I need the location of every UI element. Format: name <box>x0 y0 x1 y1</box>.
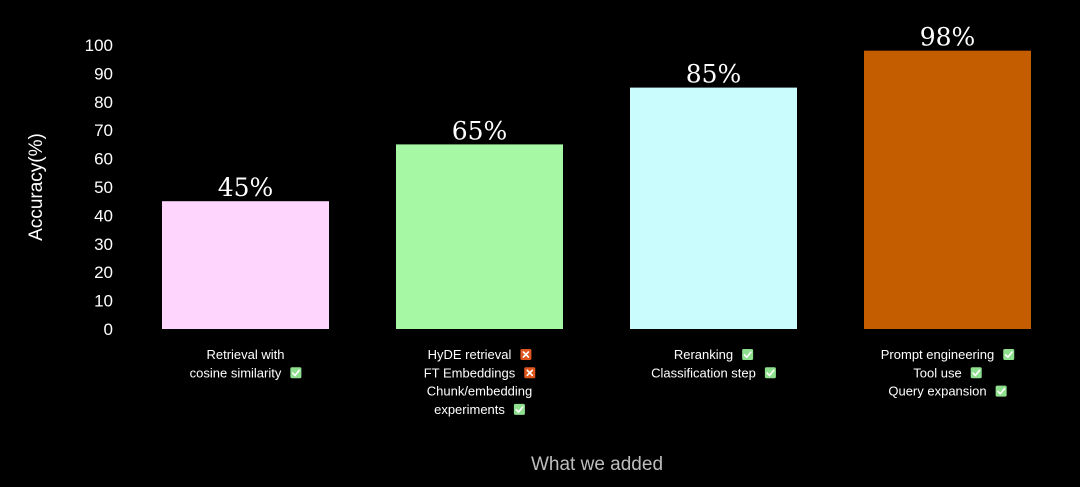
bar <box>630 87 797 329</box>
category-label-line: cosine similarity <box>190 365 282 380</box>
category-label-line: Retrieval with <box>206 347 284 362</box>
bar-value-label: 65% <box>452 116 508 145</box>
category-label-line: Prompt engineering <box>881 347 994 362</box>
category-label-line: Classification step <box>651 365 756 380</box>
y-axis-title: Accuracy(%) <box>26 133 47 241</box>
y-tick-label: 50 <box>94 178 113 197</box>
check-icon <box>742 349 754 360</box>
bar <box>396 144 563 329</box>
y-axis-ticks: 0 10 20 30 40 50 60 70 80 90 100 <box>85 36 113 339</box>
check-icon <box>1003 349 1015 360</box>
y-tick-label: 40 <box>94 206 113 225</box>
bar-data-labels: 45% 65% 85% 98% <box>218 23 976 203</box>
check-icon <box>764 367 776 379</box>
check-icon <box>970 367 982 379</box>
y-tick-label: 80 <box>94 93 113 112</box>
y-tick-label: 0 <box>104 320 113 339</box>
y-tick-label: 30 <box>94 235 113 254</box>
category-label-line: experiments <box>434 402 505 417</box>
check-icon <box>995 385 1007 397</box>
x-axis-title: What we added <box>531 454 663 475</box>
check-icon <box>290 367 302 379</box>
category-label-line: Reranking <box>674 347 733 362</box>
category-label-line: Tool use <box>913 365 961 380</box>
check-icon <box>513 403 525 415</box>
y-tick-label: 10 <box>94 292 113 311</box>
category-labels: Retrieval with cosine similarity HyDE retr… <box>190 347 1015 417</box>
y-tick-label: 20 <box>94 263 113 282</box>
y-tick-label: 90 <box>94 64 113 83</box>
cross-icon <box>524 367 536 379</box>
y-tick-label: 100 <box>85 36 113 55</box>
category-label-line: FT Embeddings <box>424 365 516 380</box>
bar-value-label: 98% <box>920 23 976 52</box>
y-tick-label: 70 <box>94 121 113 140</box>
bars <box>162 50 1031 330</box>
bar <box>162 201 329 329</box>
bar <box>864 50 1031 330</box>
cross-icon <box>520 349 532 360</box>
category-label-line: Query expansion <box>888 384 986 399</box>
bar-value-label: 85% <box>686 60 742 89</box>
bar-value-label: 45% <box>218 173 274 202</box>
category-label-line: Chunk/embedding <box>427 384 533 399</box>
category-label-line: HyDE retrieval <box>428 347 512 362</box>
y-tick-label: 60 <box>94 150 113 169</box>
